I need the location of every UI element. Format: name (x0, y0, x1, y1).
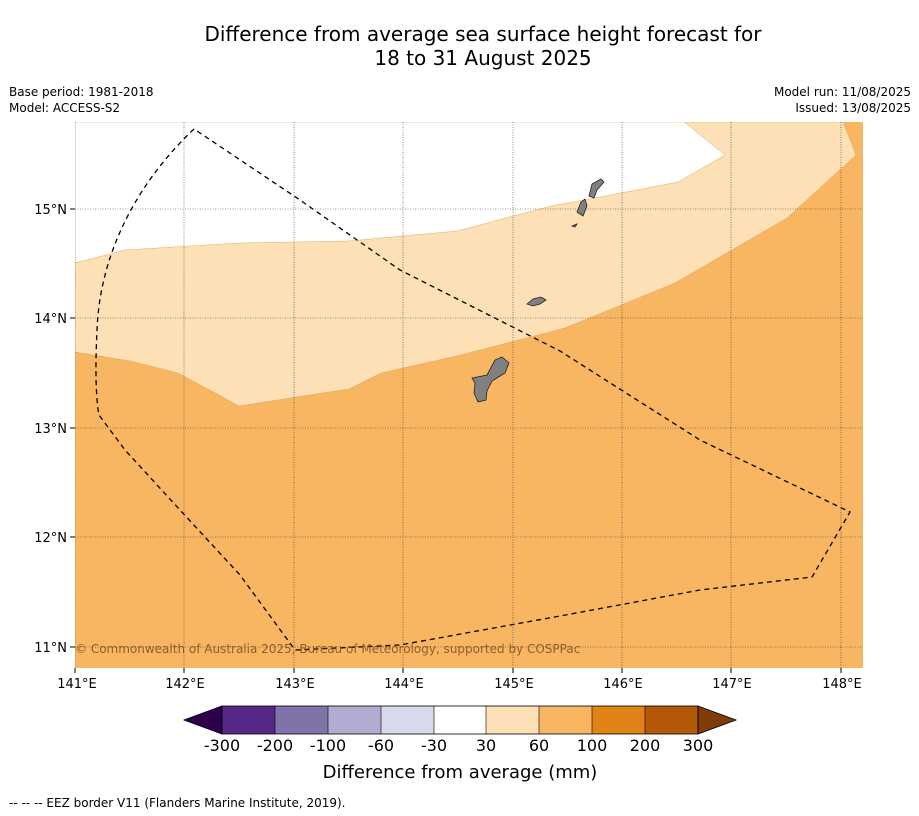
x-tick-label: 143°E (275, 677, 315, 692)
colorbar-tick-label: -60 (368, 736, 394, 755)
colorbar-frame (221, 705, 699, 735)
colorbar-tick-label: 60 (529, 736, 549, 755)
islands (471, 178, 605, 403)
gridlines (75, 122, 863, 668)
model-name: Model: ACCESS-S2 (9, 101, 121, 115)
base-period: Base period: 1981-2018 (9, 85, 154, 99)
colorbar-tick-label: 200 (630, 736, 661, 755)
meta-right: Model run: 11/08/2025 Issued: 13/08/2025 (774, 84, 911, 116)
y-axis-labels: 15°N 14°N 13°N 12°N 11°N (34, 203, 67, 656)
colorbar-min-arrow (182, 705, 223, 735)
colorbar-tick-label: 30 (476, 736, 496, 755)
colorbar-segment (486, 706, 539, 734)
colorbar-title: Difference from average (mm) (323, 762, 598, 783)
y-tick-label: 14°N (34, 312, 67, 327)
island-saipan (588, 178, 605, 199)
colorbar-segment (381, 706, 434, 734)
map-panel: © Commonwealth of Australia 2025, Bureau… (75, 122, 863, 668)
colorbar-segment (539, 706, 592, 734)
tick-marks (70, 208, 842, 673)
eez-border (95, 128, 851, 651)
colorbar-tick-label: -300 (204, 736, 240, 755)
y-tick-label: 12°N (34, 531, 67, 546)
y-tick-label: 15°N (34, 203, 67, 218)
x-tick-label: 147°E (712, 677, 752, 692)
colorbar: -300 -200 -100 -60 -30 30 60 100 200 300… (182, 705, 738, 783)
colorbar-tick-label: 300 (683, 736, 714, 755)
island-guam (471, 356, 510, 403)
x-axis-labels: 141°E 142°E 143°E 144°E 145°E 146°E 147°… (57, 677, 862, 692)
colorbar-segment (645, 706, 698, 734)
model-run: Model run: 11/08/2025 (773, 85, 911, 99)
colorbar-tick-label: -100 (310, 736, 346, 755)
issued-date: Issued: 13/08/2025 (795, 101, 911, 115)
island-rota (526, 296, 547, 307)
x-tick-label: 145°E (494, 677, 534, 692)
y-tick-label: 11°N (34, 641, 67, 656)
colorbar-segment (222, 706, 275, 734)
island-aguijan (570, 223, 579, 228)
x-tick-label: 141°E (57, 677, 97, 692)
map-title: Difference from average sea surface heig… (0, 22, 919, 70)
title-line-1: Difference from average sea surface heig… (204, 22, 762, 46)
colorbar-segment (328, 706, 381, 734)
colorbar-segment (434, 706, 486, 734)
colorbar-segment (275, 706, 328, 734)
eez-legend-note: -- -- -- EEZ border V11 (Flanders Marine… (9, 796, 346, 810)
x-tick-label: 142°E (165, 677, 205, 692)
band-neutral (75, 122, 726, 264)
meta-left: Base period: 1981-2018 Model: ACCESS-S2 (9, 84, 154, 116)
x-tick-label: 144°E (384, 677, 424, 692)
colorbar-max-arrow (697, 705, 738, 735)
x-tick-label: 148°E (822, 677, 862, 692)
colorbar-tick-label: 100 (577, 736, 608, 755)
island-tinian (576, 198, 588, 217)
copyright-text: © Commonwealth of Australia 2025, Bureau… (75, 642, 580, 656)
colorbar-tick-label: -30 (421, 736, 447, 755)
colorbar-segment (592, 706, 645, 734)
colorbar-tick-label: -200 (257, 736, 293, 755)
y-tick-label: 13°N (34, 422, 67, 437)
title-line-2: 18 to 31 August 2025 (374, 46, 592, 70)
x-tick-label: 146°E (603, 677, 643, 692)
